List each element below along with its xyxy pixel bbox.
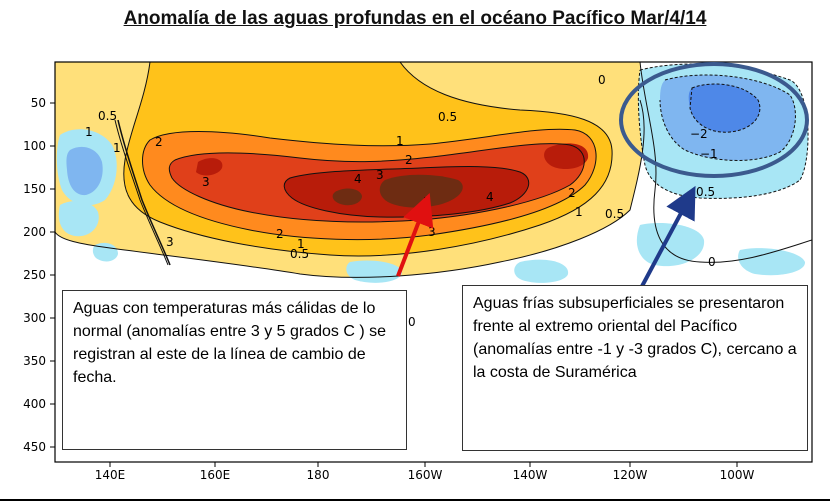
- contour-label: 1: [297, 237, 305, 251]
- y-tick-label: 200: [23, 225, 46, 239]
- contour-label: 4: [354, 172, 362, 186]
- x-tick-label: 140E: [95, 468, 126, 482]
- warm-anomaly-4-east-cell: [544, 143, 589, 170]
- contour-label: 0: [408, 315, 416, 329]
- x-tick-label: 160E: [200, 468, 231, 482]
- contour-label: −1: [700, 147, 718, 161]
- contour-label: −2: [690, 127, 708, 141]
- cool-anomaly-southeast-1: [738, 248, 806, 276]
- cool-anomaly-far-east: [636, 222, 705, 267]
- contour-label: 2: [568, 186, 576, 200]
- contour-label: 3: [428, 225, 436, 239]
- contour-label: 2: [276, 227, 284, 241]
- contour-label: 1: [575, 205, 583, 219]
- contour-lines: [55, 62, 812, 278]
- map-title: Anomalía de las aguas profundas en el oc…: [123, 8, 707, 29]
- contour-label: 3: [166, 235, 174, 249]
- contour-label: 0.5: [438, 110, 457, 124]
- cool-anomaly-southwest: [58, 200, 99, 237]
- x-tick-label: 120W: [613, 468, 648, 482]
- cool-anomaly-south-small: [92, 242, 118, 262]
- x-tick-label: 100W: [720, 468, 755, 482]
- warm-anomaly-4-west-cell: [196, 158, 223, 176]
- contour-label: 3: [202, 175, 210, 189]
- y-tick-label: 300: [23, 311, 46, 325]
- contour-label: 0: [708, 255, 716, 269]
- contour-label: 1: [396, 134, 404, 148]
- cold-region-ellipse: [619, 62, 809, 178]
- y-tick-label: 400: [23, 397, 46, 411]
- contour-label: −0.5: [686, 185, 715, 199]
- map-frame: [54, 61, 813, 463]
- y-tick-label: 150: [23, 182, 46, 196]
- x-tick-label: 180: [307, 468, 330, 482]
- contour-label: 2: [155, 135, 163, 149]
- y-tick-label: 50: [31, 96, 46, 110]
- x-tick-label: 140W: [513, 468, 548, 482]
- cool-anomaly-west-core: [66, 146, 103, 196]
- contour-label: 2: [405, 153, 413, 167]
- y-tick-label: 250: [23, 268, 46, 282]
- contour-label: 1: [113, 141, 121, 155]
- warm-pointer-arrow: [396, 193, 434, 277]
- y-axis: 50 100 150 200 250 300 350 400 450: [23, 96, 55, 454]
- contour-label: 3: [376, 168, 384, 182]
- y-tick-label: 100: [23, 139, 46, 153]
- contour-label: 4: [486, 190, 494, 204]
- contour-label: 0.5: [605, 207, 624, 221]
- bottom-rule: [0, 499, 830, 501]
- cool-anomaly-east-2: [688, 84, 760, 133]
- contour-label: 5: [423, 195, 431, 209]
- contour-label: 1: [85, 125, 93, 139]
- warm-anomaly-5-west-cell: [332, 188, 362, 206]
- warm-annotation: Aguas con temperaturas más cálidas de lo…: [62, 290, 407, 450]
- contour-label: 0.5: [290, 247, 309, 261]
- x-axis: 140E 160E 180 160W 140W 120W 100W: [95, 462, 755, 482]
- warm-anomaly-5: [379, 174, 463, 208]
- cold-pointer-arrow: [638, 185, 696, 291]
- y-tick-label: 450: [23, 440, 46, 454]
- cool-anomaly-south-east: [514, 259, 569, 283]
- cold-annotation: Aguas frías subsuperficiales se presenta…: [462, 285, 808, 451]
- x-tick-label: 160W: [408, 468, 443, 482]
- contour-label: 0: [598, 73, 606, 87]
- contour-label: 0.5: [98, 109, 117, 123]
- y-tick-label: 350: [23, 354, 46, 368]
